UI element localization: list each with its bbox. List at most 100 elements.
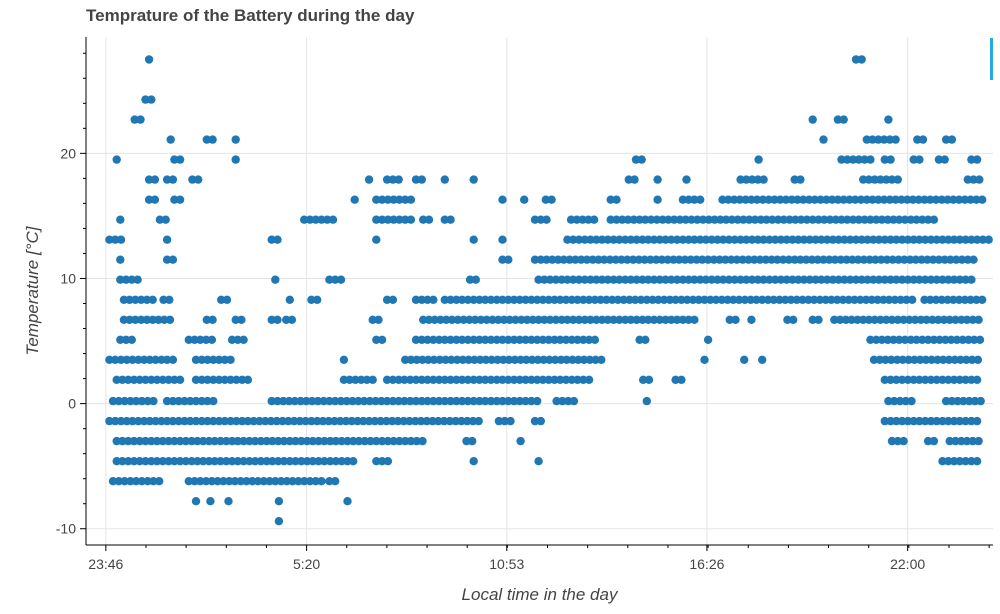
data-point [216, 436, 225, 446]
data-point [446, 295, 455, 304]
data-point [469, 295, 478, 304]
data-point [724, 235, 734, 244]
data-point [973, 355, 983, 364]
data-point [864, 315, 874, 324]
data-point [141, 436, 150, 446]
data-point [116, 235, 126, 244]
data-point [193, 457, 202, 466]
data-point [457, 335, 467, 344]
data-point [808, 115, 817, 124]
data-point [203, 396, 212, 406]
data-point [884, 396, 893, 406]
data-point [128, 416, 137, 426]
data-point [527, 295, 536, 304]
data-point [877, 335, 887, 344]
data-point [206, 497, 215, 506]
data-point [938, 416, 947, 426]
data-point [857, 235, 866, 244]
data-point [506, 416, 515, 426]
data-point [127, 335, 136, 344]
data-point [681, 215, 690, 224]
data-point [898, 355, 907, 364]
data-point [440, 375, 449, 384]
data-point [131, 295, 140, 304]
data-point [406, 396, 415, 406]
data-point [226, 355, 235, 364]
data-point [351, 375, 360, 384]
data-point [201, 335, 211, 344]
data-point [869, 355, 879, 364]
data-point [314, 457, 323, 466]
data-point [121, 275, 131, 284]
data-point [111, 235, 120, 244]
data-point [222, 436, 231, 446]
data-point [429, 295, 438, 304]
data-point [887, 175, 897, 184]
data-point [910, 315, 920, 324]
data-point [649, 235, 659, 244]
data-point [578, 215, 587, 224]
data-point [776, 195, 785, 204]
data-point [417, 175, 426, 184]
data-point [755, 255, 765, 264]
data-point [470, 315, 480, 324]
data-point [955, 416, 964, 426]
data-point [837, 155, 846, 164]
data-point [155, 215, 165, 224]
data-point [975, 175, 984, 184]
data-point [400, 396, 409, 406]
data-point [534, 275, 543, 284]
data-point [210, 436, 219, 446]
data-point [584, 375, 594, 384]
data-point [440, 295, 449, 304]
y-tick-label: 20 [60, 145, 76, 161]
data-point [266, 416, 276, 426]
data-point [903, 275, 913, 284]
data-point [556, 375, 565, 384]
data-point [932, 235, 941, 244]
data-point [311, 477, 320, 486]
data-point [389, 195, 398, 204]
data-point [273, 235, 282, 244]
data-point [191, 497, 201, 506]
data-point [844, 295, 853, 304]
data-point [116, 255, 125, 264]
data-point [759, 175, 768, 184]
data-point [923, 215, 933, 224]
data-point [382, 396, 392, 406]
data-point [700, 355, 709, 364]
data-point [628, 255, 638, 264]
data-point [859, 255, 869, 264]
data-point [239, 436, 248, 446]
data-point [808, 215, 817, 224]
data-point [419, 315, 428, 324]
data-point [880, 416, 889, 426]
data-point [239, 457, 248, 466]
data-point [805, 235, 814, 244]
data-point [108, 396, 118, 406]
data-point [582, 255, 592, 264]
data-point [447, 355, 456, 364]
data-point [866, 215, 875, 224]
data-point [632, 275, 641, 284]
data-point [135, 436, 144, 446]
data-point [181, 436, 191, 446]
data-point [822, 275, 832, 284]
x-tick-label: 10:53 [489, 556, 524, 572]
data-point [268, 436, 277, 446]
data-point [474, 416, 483, 426]
data-point [793, 195, 802, 204]
data-point [366, 436, 375, 446]
data-point [967, 275, 976, 284]
data-point [328, 215, 338, 224]
data-point [313, 295, 322, 304]
chart-title: Temprature of the Battery during the day [86, 6, 415, 25]
data-point [850, 295, 859, 304]
data-point [382, 175, 392, 184]
data-point [406, 436, 416, 446]
data-point [626, 235, 636, 244]
data-point [268, 457, 277, 466]
data-point [940, 155, 949, 164]
data-point [827, 295, 836, 304]
data-point [613, 295, 623, 304]
